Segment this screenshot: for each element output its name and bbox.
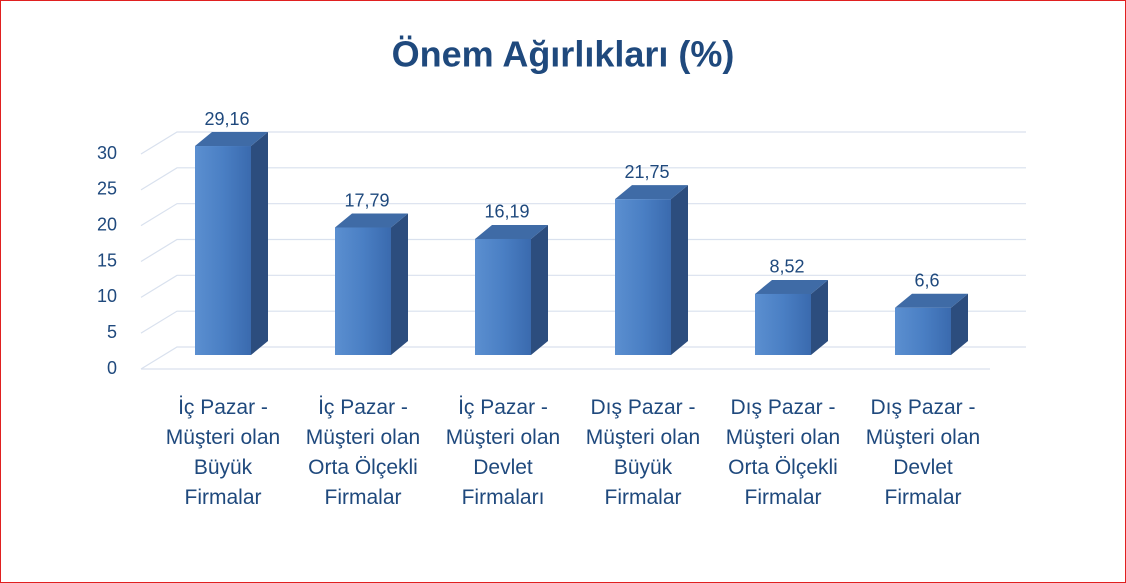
bar-side xyxy=(671,185,688,355)
x-tick-label: Dış Pazar - Müşteri olan Büyük Firmalar xyxy=(585,396,701,509)
y-tick-label: 10 xyxy=(97,286,117,306)
bar xyxy=(615,199,671,355)
bar-side xyxy=(531,224,548,355)
y-tick-label: 20 xyxy=(97,214,117,234)
value-label: 6,6 xyxy=(914,270,939,290)
x-tick-label: Dış Pazar - Müşteri olan Orta Ölçekli Fi… xyxy=(725,396,841,509)
y-tick-label: 0 xyxy=(107,358,117,378)
bar-top xyxy=(195,132,268,147)
grid-line xyxy=(140,274,1026,298)
bar-side xyxy=(391,213,408,355)
grid-line xyxy=(140,238,1026,263)
bar-top xyxy=(755,279,828,294)
grid-line xyxy=(140,310,1026,334)
bar-side xyxy=(251,132,268,355)
bar xyxy=(475,238,531,355)
y-tick-label: 5 xyxy=(107,322,117,342)
y-tick-label: 25 xyxy=(97,179,117,199)
grid-line xyxy=(140,203,1026,227)
x-tick-label: İç Pazar - Müşteri olan Büyük Firmalar xyxy=(165,396,281,509)
bar-top xyxy=(335,213,408,228)
bar-top xyxy=(895,293,968,308)
value-label: 8,52 xyxy=(769,257,804,277)
bar xyxy=(335,227,391,355)
value-label: 29,16 xyxy=(204,109,249,129)
bar-side xyxy=(951,293,968,355)
bar-side xyxy=(811,279,828,355)
y-tick-label: 15 xyxy=(97,250,117,270)
x-tick-label: Dış Pazar - Müşteri olan Devlet Firmalar xyxy=(865,396,981,509)
value-label: 16,19 xyxy=(484,202,529,222)
bar-top xyxy=(475,224,548,239)
value-label: 21,75 xyxy=(624,162,669,182)
x-tick-label: İç Pazar - Müşteri olan Devlet Firmaları xyxy=(445,396,561,509)
y-tick-label: 30 xyxy=(97,143,117,163)
chart-title: Önem Ağırlıkları (%) xyxy=(392,34,735,75)
value-label: 17,79 xyxy=(344,190,389,210)
bar xyxy=(755,293,811,355)
bar-top xyxy=(615,185,688,200)
grid-line xyxy=(140,346,1026,370)
bar xyxy=(895,307,951,355)
grid-line xyxy=(140,167,1026,191)
bar xyxy=(195,146,251,355)
grid-line xyxy=(140,131,1026,155)
x-tick-label: İç Pazar - Müşteri olan Orta Ölçekli Fir… xyxy=(305,396,421,509)
